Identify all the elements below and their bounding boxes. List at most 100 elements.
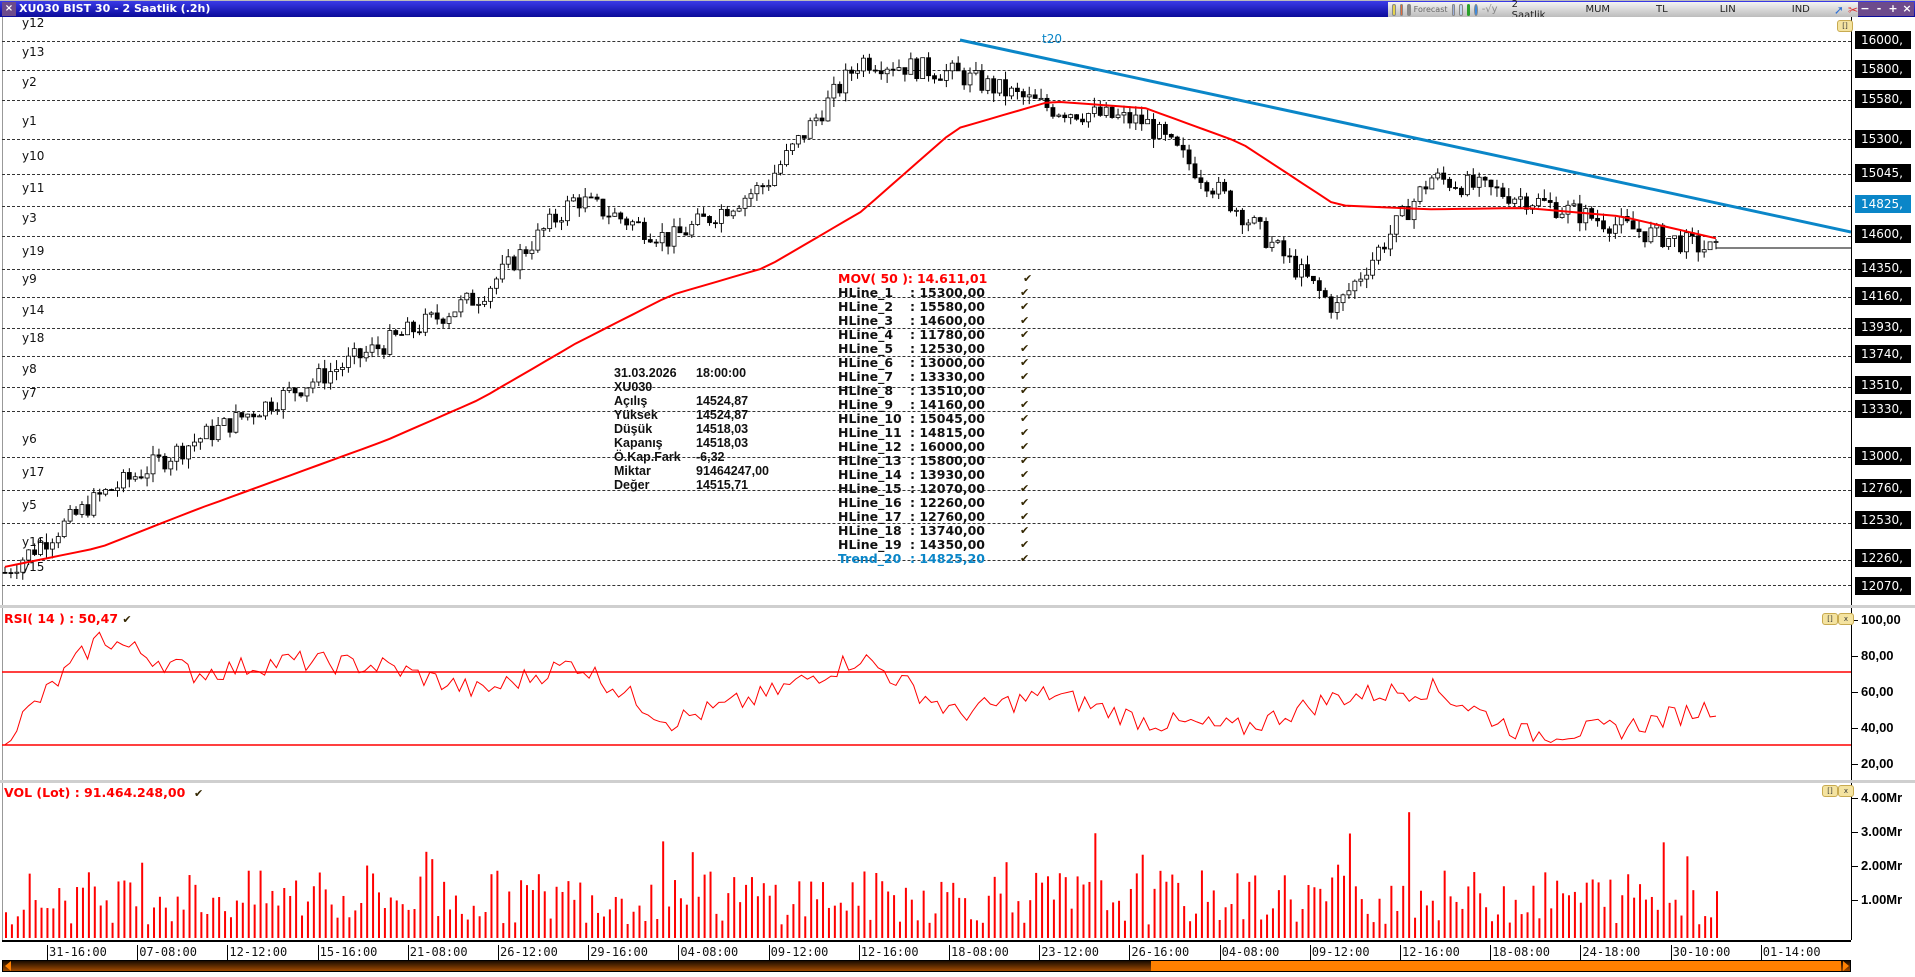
check-icon[interactable]: ✔ — [1020, 552, 1030, 565]
horizontal-scrollbar[interactable] — [2, 960, 1851, 972]
data-window: 31.03.2026 18:00:00 XU030 Açılış 14524,87 Y… — [614, 366, 769, 492]
pencil-icon[interactable] — [1466, 3, 1471, 16]
time-axis-label: 07-08:00 — [137, 945, 197, 961]
check-icon[interactable]: ✔ — [1020, 286, 1030, 299]
hline[interactable] — [2, 328, 1851, 329]
check-icon[interactable]: ✔ — [1020, 412, 1030, 425]
check-icon[interactable]: ✔ — [1020, 468, 1030, 481]
panel-close-icon[interactable]: x — [1838, 613, 1854, 625]
function-icon[interactable]: -√y — [1481, 4, 1498, 15]
chart-type-selector[interactable]: MUM — [1585, 4, 1611, 15]
price-chart[interactable] — [0, 17, 1851, 607]
time-axis-label: 01-14:00 — [1760, 945, 1821, 961]
rsi-chart[interactable] — [0, 608, 1851, 780]
compare-chart-icon[interactable] — [1459, 3, 1463, 16]
price-panel[interactable] — [2, 17, 1852, 605]
panel-close-icon[interactable]: x — [1838, 785, 1854, 797]
strategy-icon[interactable] — [1399, 3, 1404, 16]
hline[interactable] — [2, 457, 1851, 458]
time-axis-label: 23-12:00 — [1039, 945, 1099, 961]
check-icon[interactable]: ✔ — [1020, 454, 1030, 467]
hline[interactable] — [2, 269, 1851, 270]
scroll-right-icon[interactable] — [1843, 961, 1849, 971]
price-axis[interactable] — [1851, 17, 1914, 605]
legend-item: MOV( 50 ): 14.611,01 ✔ — [838, 272, 1032, 286]
hline[interactable] — [2, 490, 1851, 491]
time-axis-label: 29-16:00 — [588, 945, 648, 961]
check-icon[interactable]: ✔ — [1020, 524, 1030, 537]
check-icon[interactable]: ✔ — [1022, 272, 1033, 285]
panel-maximize-icon[interactable]: [] — [1837, 20, 1853, 32]
tools-icon[interactable]: ✂ — [1847, 2, 1859, 17]
scroll-thumb[interactable] — [1151, 961, 1841, 971]
hline[interactable] — [2, 523, 1851, 524]
legend-value: : 16000,00 — [910, 439, 985, 454]
volume-chart[interactable] — [0, 783, 1851, 940]
hline[interactable] — [2, 297, 1851, 298]
volume-axis[interactable] — [1851, 783, 1914, 940]
maximize-button[interactable]: + — [1886, 2, 1900, 16]
check-icon[interactable]: ✔ — [1020, 384, 1030, 397]
time-axis-label: 04-08:00 — [678, 945, 739, 961]
panel-separator[interactable] — [0, 605, 1915, 608]
close-window-button[interactable]: × — [2, 2, 16, 16]
check-icon[interactable]: ✔ — [1020, 356, 1030, 369]
check-icon[interactable]: ✔ — [1020, 342, 1030, 355]
check-icon[interactable]: ✔ — [1020, 370, 1030, 383]
check-icon[interactable]: ✔ — [194, 787, 204, 800]
time-axis[interactable]: 31-16:00 07-08:00 12-12:00 15-16:00 21-08:00… — [2, 940, 1851, 962]
hline[interactable] — [2, 560, 1851, 561]
hline-label: y6 — [22, 432, 37, 446]
legend-name: HLine_11 — [838, 425, 902, 440]
panel-maximize-icon[interactable]: [] — [1822, 785, 1838, 797]
check-icon[interactable]: ✔ — [1020, 314, 1030, 327]
rsi-axis[interactable] — [1851, 608, 1914, 780]
check-icon[interactable]: ✔ — [1020, 482, 1030, 495]
panel-separator[interactable] — [0, 780, 1915, 783]
restore-button[interactable]: - — [1872, 2, 1886, 16]
check-icon[interactable]: ✔ — [1020, 538, 1030, 551]
rsi-line — [4, 631, 1717, 746]
arrow-icon[interactable]: ➚ — [1833, 2, 1844, 17]
check-icon[interactable]: ✔ — [1020, 510, 1030, 523]
legend-name: HLine_9 — [838, 397, 894, 412]
mode-selector[interactable]: IND — [1791, 4, 1810, 15]
scroll-left-icon[interactable] — [5, 961, 11, 971]
hline[interactable] — [2, 236, 1851, 237]
table-icon[interactable] — [1451, 3, 1456, 16]
hline[interactable] — [2, 41, 1851, 42]
rsi-panel[interactable] — [2, 608, 1852, 780]
window-titlebar: × XU030 BIST 30 - 2 Saatlik (.2h) Foreca… — [0, 0, 1915, 21]
hline[interactable] — [2, 100, 1851, 101]
legend-item: HLine_18: 13740,00 ✔ — [838, 524, 1032, 538]
check-icon[interactable]: ✔ — [1020, 496, 1030, 509]
check-icon[interactable]: ✔ — [1020, 440, 1030, 453]
move-icon[interactable] — [1474, 3, 1478, 16]
volume-panel[interactable] — [2, 783, 1852, 940]
check-icon[interactable]: ✔ — [122, 613, 132, 626]
panel-maximize-icon[interactable]: [] — [1822, 613, 1838, 625]
legend-item: HLine_1: 15300,00 ✔ — [838, 286, 1032, 300]
check-icon[interactable]: ✔ — [1020, 328, 1030, 341]
check-icon[interactable]: ✔ — [1020, 426, 1030, 439]
hline[interactable] — [2, 387, 1851, 388]
forecast-label[interactable]: Forecast — [1413, 5, 1448, 14]
hline[interactable] — [2, 174, 1851, 175]
forecast-icon[interactable] — [1407, 3, 1411, 16]
volume-title-text: VOL (Lot) : 91.464.248,00 — [4, 785, 186, 800]
window-title: XU030 BIST 30 - 2 Saatlik (.2h) — [19, 2, 211, 15]
hline[interactable] — [2, 411, 1851, 412]
hline[interactable] — [2, 139, 1851, 140]
minimize-button[interactable]: − — [1858, 2, 1872, 16]
check-icon[interactable]: ✔ — [1020, 398, 1030, 411]
currency-selector[interactable]: TL — [1656, 4, 1668, 15]
hline[interactable] — [2, 356, 1851, 357]
period-selector[interactable]: 2 Saatlik — [1511, 0, 1546, 21]
indicator-icon[interactable] — [1392, 3, 1396, 16]
close-button[interactable]: × — [1900, 2, 1914, 16]
hline[interactable] — [2, 585, 1851, 586]
hline[interactable] — [2, 206, 1851, 207]
scale-selector[interactable]: LIN — [1719, 4, 1736, 15]
check-icon[interactable]: ✔ — [1020, 300, 1030, 313]
legend-name: HLine_15 — [838, 481, 902, 496]
